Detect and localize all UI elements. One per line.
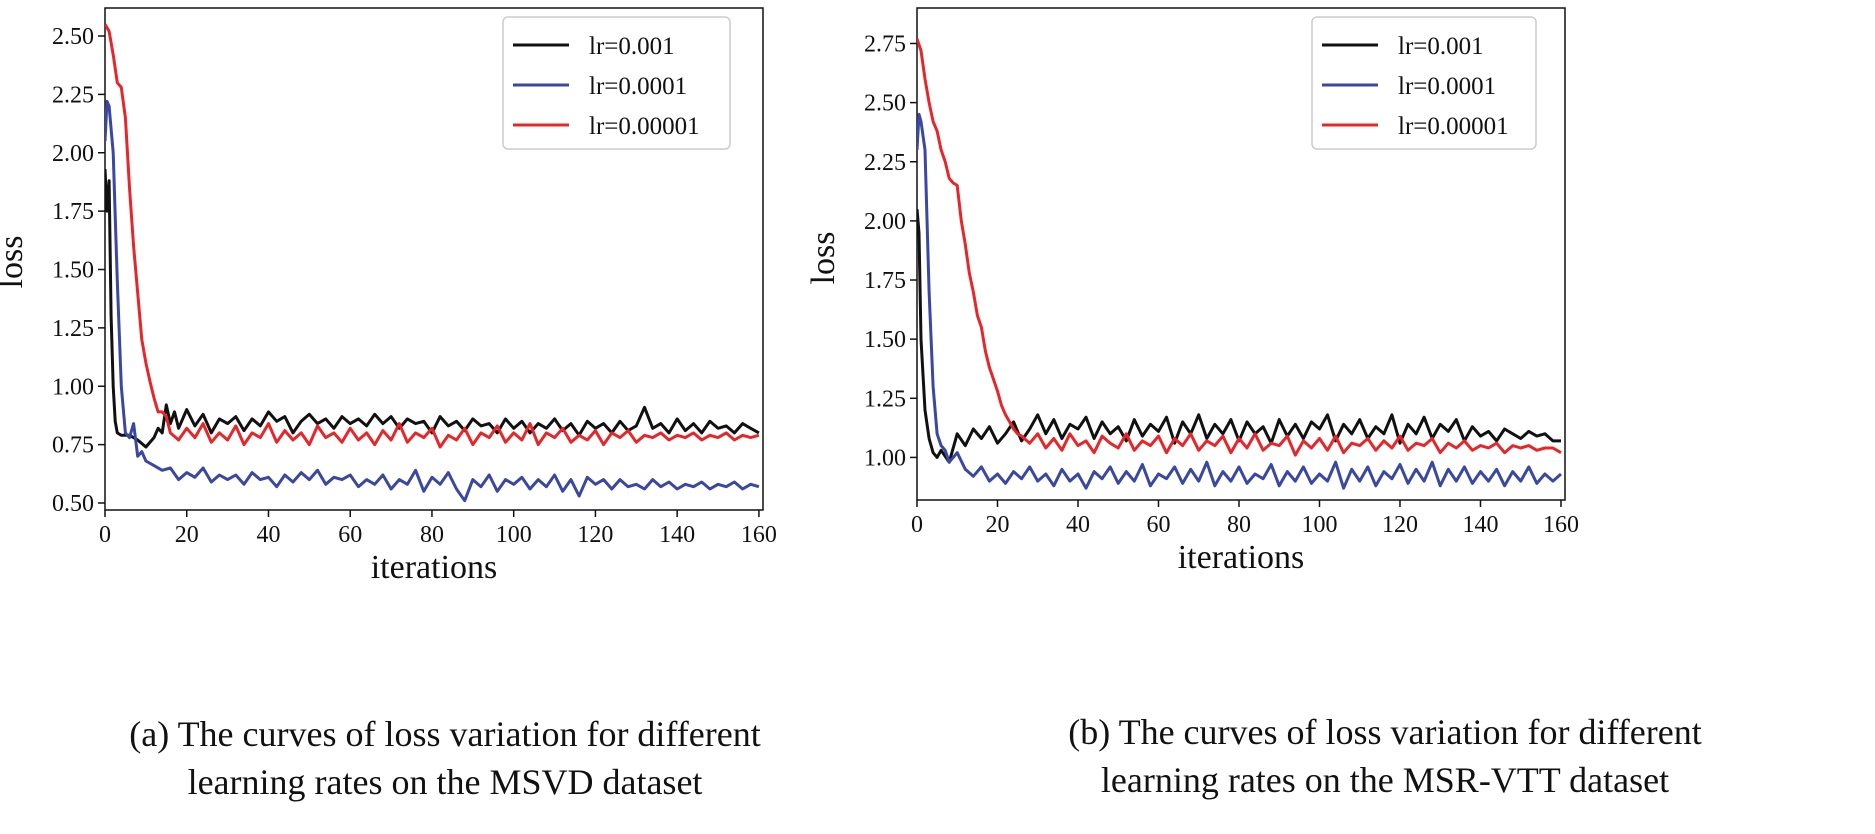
caption-a-line-2: learning rates on the MSVD dataset [187, 762, 703, 802]
y-axis-label: loss [0, 236, 30, 289]
series-line-lr-0-0001 [105, 99, 760, 503]
caption-b-line-2: learning rates on the MSR-VTT dataset [1100, 760, 1670, 800]
y-tick-label: 1.75 [864, 268, 906, 294]
x-tick-label: 140 [1462, 512, 1498, 538]
y-tick-label: 1.00 [52, 374, 94, 400]
x-tick-label: 100 [1301, 512, 1337, 538]
legend-label: lr=0.00001 [1398, 113, 1509, 140]
legend-label: lr=0.001 [1398, 33, 1484, 60]
x-axis-label: iterations [1178, 539, 1305, 576]
y-tick-label: 2.00 [864, 209, 906, 235]
x-tick-label: 140 [659, 522, 695, 548]
y-tick-label: 1.75 [52, 199, 94, 225]
y-tick-label: 1.50 [864, 327, 906, 353]
y-tick-label: 2.50 [864, 91, 906, 117]
chart-panel-msrvtt: 0 20 40 60 80 100 120 140 160 1.00 1.25 1.50 1.75 2.0… [805, 7, 1579, 576]
x-tick-label: 20 [985, 512, 1009, 538]
caption-a: (a) The curves of loss variation for dif… [20, 710, 870, 806]
x-tick-label: 40 [1066, 512, 1090, 538]
x-tick-label: 80 [1227, 512, 1251, 538]
legend-label: lr=0.001 [589, 33, 675, 60]
y-tick-label: 1.50 [52, 258, 94, 284]
y-tick-label: 0.75 [52, 433, 94, 459]
y-tick-label: 1.25 [864, 386, 906, 412]
x-tick-label: 100 [496, 522, 532, 548]
x-tick-label: 20 [175, 522, 199, 548]
y-tick-label: 1.25 [52, 316, 94, 342]
series-line-lr-0-00001 [917, 38, 1562, 457]
x-tick-label: 160 [1543, 512, 1579, 538]
x-tick-label: 40 [256, 522, 280, 548]
chart-panel-msvd: 0 20 40 60 80 100 120 140 160 0.50 0.75 1.00 1.25 1.5… [0, 7, 777, 586]
legend-label: lr=0.0001 [589, 73, 687, 100]
caption-b: (b) The curves of loss variation for dif… [960, 708, 1810, 804]
x-axis-label: iterations [371, 549, 498, 586]
legend-label: lr=0.0001 [1398, 73, 1496, 100]
x-tick-label: 0 [99, 522, 111, 548]
series-line-lr-0-0001 [917, 112, 1562, 490]
y-tick-label: 2.25 [52, 82, 94, 108]
y-tick-label: 2.75 [864, 31, 906, 57]
x-tick-label: 160 [741, 522, 777, 548]
x-tick-label: 60 [338, 522, 362, 548]
y-tick-label: 2.00 [52, 141, 94, 167]
y-tick-label: 0.50 [52, 491, 94, 517]
series-line-lr-0-001 [917, 208, 1561, 464]
y-tick-label: 1.00 [864, 445, 906, 471]
series-line-lr-0-001 [105, 169, 760, 449]
y-tick-label: 2.50 [52, 24, 94, 50]
x-tick-label: 80 [420, 522, 444, 548]
y-axis-label: loss [805, 232, 842, 285]
x-tick-label: 120 [577, 522, 613, 548]
x-tick-label: 0 [911, 512, 923, 538]
series-line-lr-0-00001 [105, 23, 760, 449]
x-tick-label: 60 [1146, 512, 1170, 538]
legend-box [1311, 16, 1537, 150]
caption-a-line-1: (a) The curves of loss variation for dif… [129, 714, 761, 754]
legend-box [502, 16, 731, 150]
legend-label: lr=0.00001 [589, 113, 700, 140]
y-tick-label: 2.25 [864, 150, 906, 176]
caption-b-line-1: (b) The curves of loss variation for dif… [1068, 712, 1702, 752]
x-tick-label: 120 [1382, 512, 1418, 538]
